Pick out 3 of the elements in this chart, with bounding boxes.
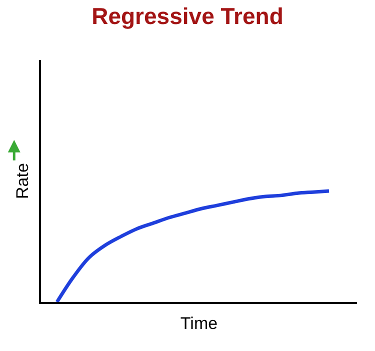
y-axis-title: Rate — [13, 163, 32, 199]
chart-title: Regressive Trend — [92, 2, 284, 29]
x-axis-title: Time — [180, 314, 218, 333]
